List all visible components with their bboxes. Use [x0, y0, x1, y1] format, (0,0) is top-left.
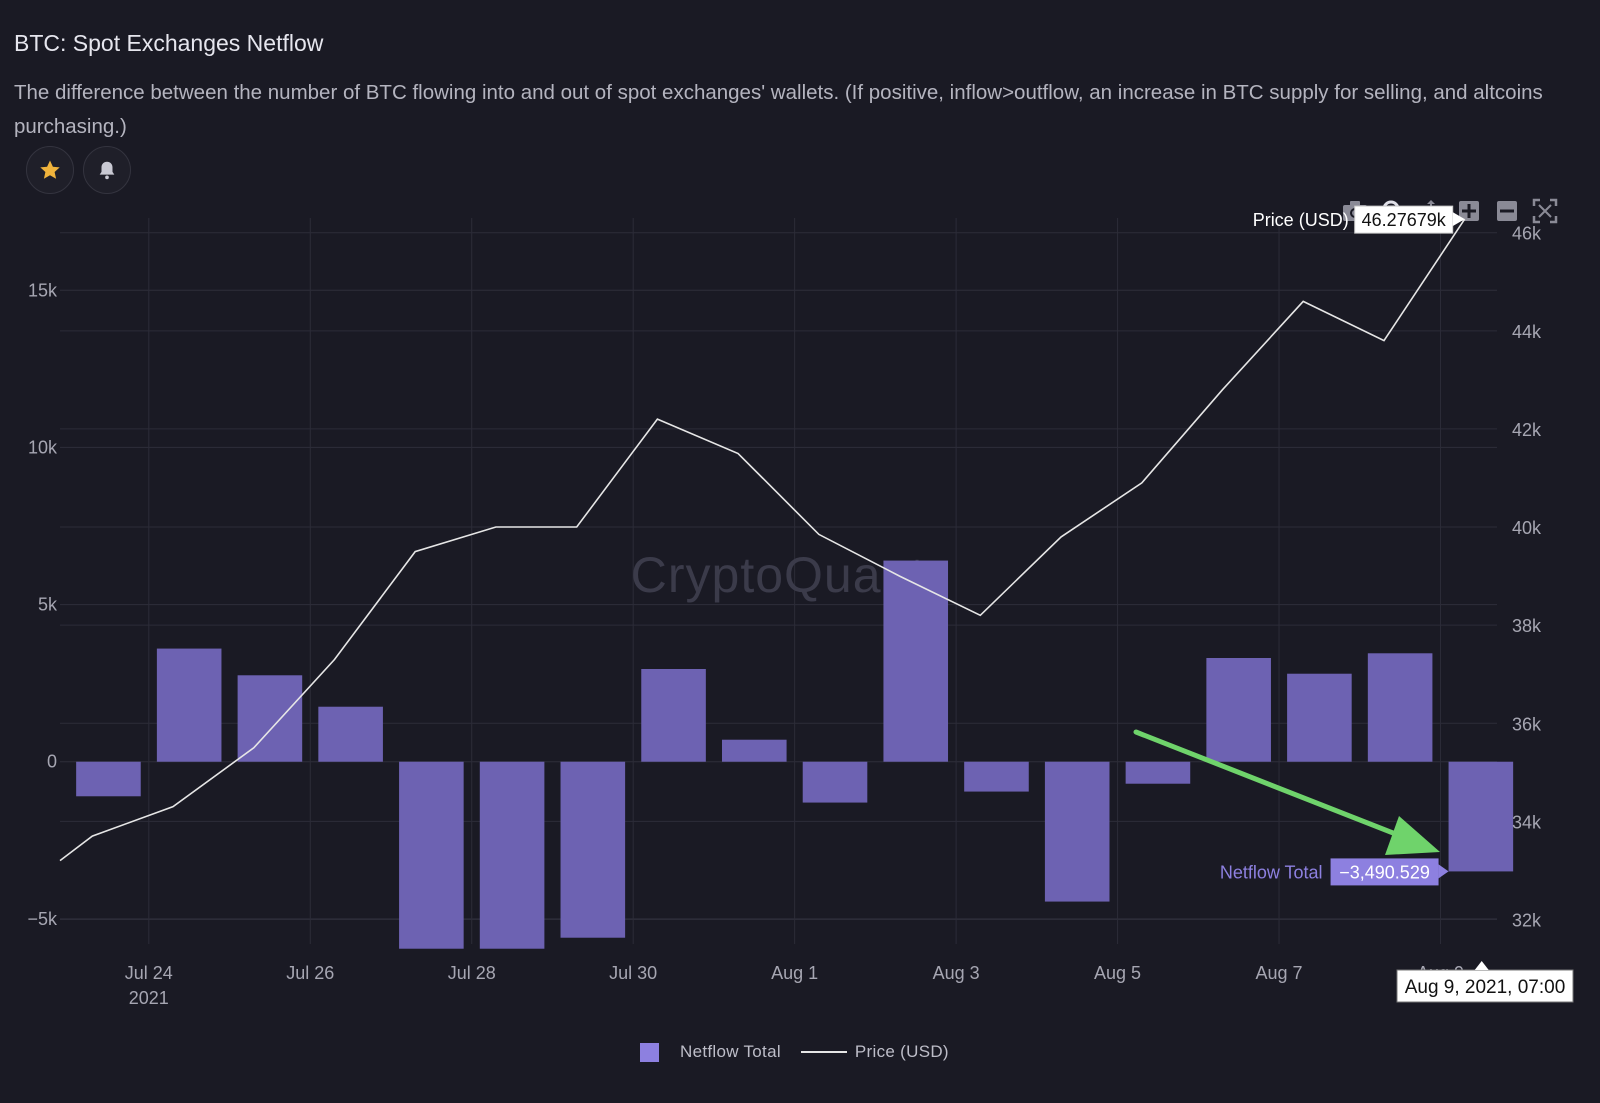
annotation-arrow	[1133, 729, 1419, 845]
date-hover-pointer	[1474, 961, 1489, 970]
price-line[interactable]	[59, 218, 1466, 862]
netflow-bar[interactable]	[76, 761, 141, 797]
x-tick-label: Jul 26	[286, 963, 334, 983]
legend-item-netflow[interactable]: Netflow Total	[640, 1042, 781, 1062]
y-right-tick-label: 32k	[1512, 910, 1542, 930]
netflow-bar[interactable]	[156, 648, 222, 762]
star-icon	[40, 160, 60, 179]
y-left-tick-label: −5k	[27, 909, 58, 929]
netflow-bar[interactable]	[479, 761, 545, 949]
y-right-tick-label: 38k	[1512, 616, 1542, 636]
x-tick-label: Jul 30	[609, 963, 657, 983]
legend-item-price[interactable]: Price (USD)	[781, 1042, 949, 1062]
price-hover-label: Price (USD)	[1253, 210, 1349, 230]
netflow-bar[interactable]	[237, 675, 303, 762]
watermark: CryptoQuant	[631, 547, 925, 603]
zoom-in-button[interactable]	[1454, 196, 1484, 226]
y-right-tick-label: 34k	[1512, 812, 1542, 832]
page-title: BTC: Spot Exchanges Netflow	[14, 30, 324, 56]
netflow-bar[interactable]	[1367, 653, 1433, 762]
netflow-bar[interactable]	[1125, 761, 1191, 784]
x-tick-label: Jul 28	[448, 963, 496, 983]
x-tick-label: Aug 5	[1094, 963, 1141, 983]
netflow-hover-label: Netflow Total	[1220, 862, 1323, 882]
zoom-out-icon	[1497, 201, 1517, 221]
netflow-bar[interactable]	[641, 669, 706, 762]
x-tick-label: Aug 1	[771, 963, 818, 983]
netflow-hover-pointer	[1438, 864, 1449, 879]
netflow-bar[interactable]	[964, 761, 1029, 792]
bell-icon	[99, 161, 115, 180]
x-tick-label: Aug 7	[1256, 963, 1303, 983]
netflow-bar[interactable]	[399, 761, 464, 949]
price-hover-value: 46.27679k	[1362, 210, 1447, 230]
netflow-bar[interactable]	[1044, 761, 1110, 902]
netflow-bar[interactable]	[1287, 673, 1352, 762]
legend-swatch-price	[800, 1051, 847, 1053]
chart-description: The difference between the number of BTC…	[14, 81, 1543, 138]
legend-label-price: Price (USD)	[854, 1042, 949, 1061]
y-left-tick-label: 5k	[38, 595, 58, 615]
y-right-tick-label: 42k	[1512, 420, 1542, 440]
chart-legend: Netflow Total Price (USD)	[640, 1042, 949, 1062]
legend-swatch-netflow	[640, 1042, 659, 1062]
annotation-arrow-head	[1385, 816, 1440, 855]
y-right-tick-label: 36k	[1512, 714, 1542, 734]
date-hover-box	[1396, 969, 1574, 1003]
netflow-hover-box	[1330, 858, 1439, 886]
autoscale-icon	[1532, 198, 1558, 224]
netflow-hover-value: −3,490.529	[1339, 862, 1430, 882]
y-right-tick-label: 44k	[1512, 322, 1542, 342]
y-left-tick-label: 0	[47, 752, 57, 772]
y-right-tick-label: 46k	[1512, 224, 1542, 244]
zoom-in-icon	[1459, 201, 1479, 221]
y-right-tick-label: 40k	[1512, 518, 1542, 538]
alert-button[interactable]	[83, 146, 131, 194]
date-hover-label: Aug 9, 2021, 07:00	[1405, 977, 1566, 998]
price-hover-pointer	[1452, 212, 1465, 227]
x-tick-label: Jul 24	[125, 963, 173, 983]
netflow-bar[interactable]	[1448, 761, 1514, 872]
x-tick-sublabel: 2021	[129, 988, 169, 1008]
netflow-bar[interactable]	[560, 761, 626, 938]
netflow-bar[interactable]	[318, 706, 383, 762]
x-tick-label: Aug 3	[933, 963, 980, 983]
y-left-tick-label: 10k	[28, 437, 58, 457]
favorite-button[interactable]	[26, 146, 74, 194]
zoom-out-button[interactable]	[1492, 196, 1522, 226]
netflow-bar[interactable]	[721, 739, 787, 762]
netflow-bar[interactable]	[802, 761, 868, 803]
y-left-tick-label: 15k	[28, 280, 58, 300]
price-hover-box	[1354, 205, 1454, 234]
netflow-bar[interactable]	[1206, 658, 1271, 762]
legend-label-netflow: Netflow Total	[680, 1042, 781, 1061]
autoscale-button[interactable]	[1530, 196, 1560, 226]
netflow-bar[interactable]	[883, 560, 949, 762]
